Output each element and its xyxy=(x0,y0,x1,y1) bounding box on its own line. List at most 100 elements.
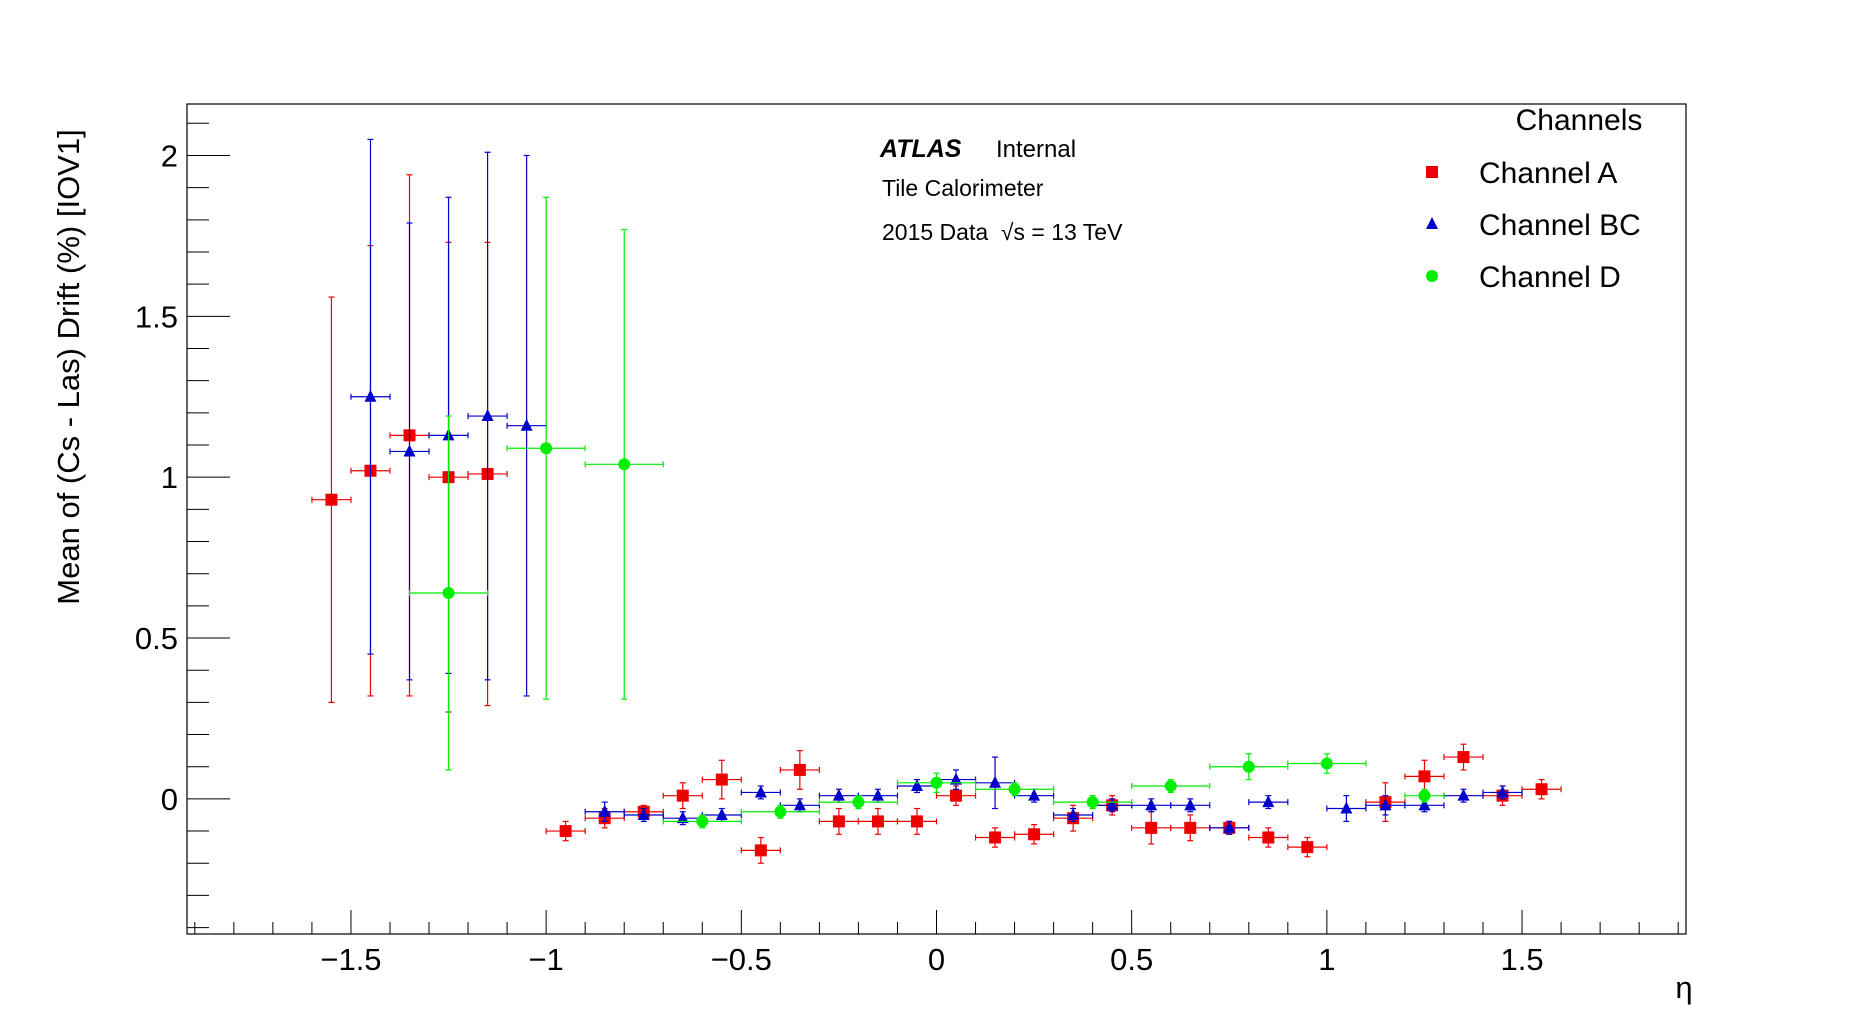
channel-a-marker xyxy=(1457,751,1470,764)
channel-bc-marker xyxy=(715,807,728,820)
channel-bc-marker xyxy=(832,788,845,801)
x-tick-label: −1.5 xyxy=(320,942,381,977)
x-axis-label: η xyxy=(1675,970,1692,1005)
channel-bc-marker xyxy=(1106,798,1119,811)
channel-bc-point xyxy=(974,756,1016,810)
x-tick-label: 1 xyxy=(1318,942,1335,977)
dataset-label: 2015 Data √s = 13 TeV xyxy=(882,219,1123,245)
channel-a-point xyxy=(935,785,977,806)
axes: −1.5 −1 −0.5 0 0.5 1 1.5 0 0.5 1 1.5 2 xyxy=(135,122,1679,977)
channel-d-marker xyxy=(774,805,787,818)
channel-bc-marker xyxy=(403,444,416,457)
legend-marker-channel-bc xyxy=(1426,217,1438,229)
channel-d-marker xyxy=(1008,783,1021,796)
channel-bc-point xyxy=(1170,798,1211,813)
channel-bc-marker xyxy=(1496,785,1509,798)
channel-bc-point xyxy=(1326,795,1367,823)
channel-bc-marker xyxy=(481,409,494,422)
channel-a-point xyxy=(779,750,820,790)
channel-a-point xyxy=(1013,824,1055,845)
channel-d-point xyxy=(1053,795,1133,810)
channel-bc-marker xyxy=(598,804,611,817)
channel-bc-marker xyxy=(1028,788,1041,801)
channel-d-marker xyxy=(1418,789,1431,802)
y-tick-label: 0 xyxy=(161,782,178,817)
channel-d-point xyxy=(1209,753,1289,781)
channel-a-marker xyxy=(1301,841,1314,854)
channel-a-marker xyxy=(1145,821,1158,834)
channel-a-marker xyxy=(871,815,884,828)
channel-d-point xyxy=(896,772,977,794)
y-tick-label: 2 xyxy=(161,138,178,173)
channel-bc-marker xyxy=(1067,807,1080,820)
channel-bc-point xyxy=(584,801,625,823)
channel-d-marker xyxy=(852,796,865,809)
channel-a-point xyxy=(701,759,742,800)
channel-bc-marker xyxy=(520,418,533,431)
channel-d-point xyxy=(1404,788,1445,803)
channel-bc-point xyxy=(1248,795,1289,810)
channel-bc-point xyxy=(1053,807,1094,823)
legend-label-channel-d: Channel D xyxy=(1479,261,1621,294)
channel-bc-marker xyxy=(754,785,767,798)
y-tick-label: 1 xyxy=(161,460,178,495)
channel-d-point xyxy=(584,228,664,700)
channel-bc-point xyxy=(350,138,391,655)
channel-d-marker xyxy=(1086,796,1099,809)
channel-d-point xyxy=(1287,753,1367,774)
channel-a-marker xyxy=(950,789,963,802)
legend-label-channel-bc: Channel BC xyxy=(1479,209,1641,242)
channel-a-point xyxy=(974,827,1016,848)
channel-a-marker xyxy=(559,825,572,838)
channel-bc-marker xyxy=(950,772,963,785)
channel-a-point xyxy=(1443,743,1484,771)
channel-bc-point xyxy=(935,769,977,790)
channel-a-point xyxy=(1287,836,1328,858)
channel-d-marker xyxy=(930,776,943,789)
channel-d-marker xyxy=(540,442,553,455)
channel-bc-marker xyxy=(364,389,377,402)
channel-bc-marker xyxy=(793,798,806,811)
channel-bc-point xyxy=(1209,820,1250,835)
channel-a-marker xyxy=(1184,821,1197,834)
legend-marker-channel-d xyxy=(1426,270,1438,282)
channel-bc-point xyxy=(389,222,430,681)
channel-d-marker xyxy=(618,458,631,471)
channel-d-marker xyxy=(1242,760,1255,773)
channel-a-point xyxy=(857,807,899,835)
channel-d-point xyxy=(408,415,489,771)
channel-a-point xyxy=(740,836,781,864)
channel-d-point xyxy=(740,804,820,819)
atlas-label: ATLAS xyxy=(879,135,962,163)
channel-d-marker xyxy=(696,815,709,828)
channel-d-point xyxy=(662,814,742,829)
channel-bc-marker xyxy=(1379,798,1392,811)
x-tick-label: 1.5 xyxy=(1500,942,1543,977)
channel-bc-point xyxy=(1013,788,1055,803)
channel-a-point xyxy=(818,807,860,835)
channel-a-marker xyxy=(1418,770,1431,783)
detector-label: Tile Calorimeter xyxy=(882,175,1044,201)
channel-bc-marker xyxy=(989,775,1002,788)
channel-bc-marker xyxy=(1418,798,1431,811)
channel-d-marker xyxy=(1164,780,1177,793)
x-tick-label: 0 xyxy=(928,942,945,977)
channel-d-point xyxy=(974,782,1055,797)
channel-bc-marker xyxy=(1262,795,1275,808)
channel-a-marker xyxy=(1535,783,1548,796)
channel-a-marker xyxy=(989,831,1002,844)
channel-a-marker xyxy=(793,763,806,776)
y-tick-label: 0.5 xyxy=(135,621,178,656)
channel-a-point xyxy=(1131,811,1172,845)
channel-bc-marker xyxy=(1184,798,1197,811)
channel-a-point xyxy=(1170,814,1211,842)
atlas-status: Internal xyxy=(996,136,1076,163)
channel-bc-point xyxy=(506,154,547,697)
x-tick-label: −1 xyxy=(528,942,563,977)
channel-d-point xyxy=(818,795,899,810)
channel-a-point xyxy=(311,296,352,703)
channel-a-point xyxy=(545,820,586,842)
channel-d-marker xyxy=(442,586,455,599)
channel-bc-marker xyxy=(1457,788,1470,801)
channel-bc-point xyxy=(740,785,781,800)
